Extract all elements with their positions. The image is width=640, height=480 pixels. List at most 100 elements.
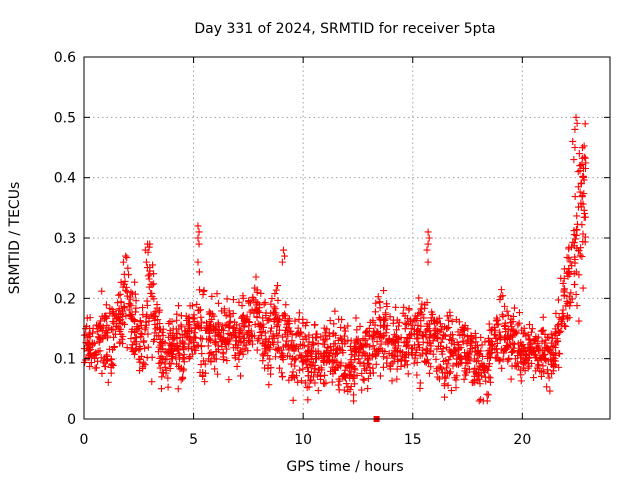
data-point-peak bbox=[574, 168, 582, 176]
data-point bbox=[298, 377, 306, 385]
y-axis-label: SRMTID / TECUs bbox=[7, 182, 23, 295]
data-point bbox=[579, 284, 587, 292]
data-point bbox=[565, 314, 573, 322]
data-point bbox=[168, 318, 176, 326]
data-point-peak bbox=[423, 246, 431, 254]
data-point bbox=[350, 352, 358, 360]
data-point bbox=[153, 301, 161, 309]
data-point bbox=[416, 308, 424, 316]
data-point bbox=[454, 361, 462, 369]
chart-title: Day 331 of 2024, SRMTID for receiver 5pt… bbox=[194, 21, 495, 37]
data-point bbox=[305, 358, 313, 366]
data-point bbox=[513, 359, 521, 367]
data-point bbox=[190, 311, 198, 319]
data-point bbox=[508, 362, 516, 370]
data-point bbox=[558, 310, 566, 318]
data-point bbox=[427, 331, 435, 339]
data-point bbox=[437, 326, 445, 334]
data-point bbox=[427, 347, 435, 355]
data-point bbox=[548, 360, 556, 368]
data-point bbox=[471, 364, 479, 372]
data-point bbox=[236, 326, 244, 334]
data-point bbox=[449, 362, 457, 370]
data-point bbox=[393, 365, 401, 373]
data-point bbox=[522, 355, 530, 363]
data-point bbox=[253, 313, 261, 321]
y-tick-label: 0.2 bbox=[54, 291, 76, 307]
data-point bbox=[288, 371, 296, 379]
data-point bbox=[354, 336, 362, 344]
data-point bbox=[339, 373, 347, 381]
data-point bbox=[267, 370, 275, 378]
data-point bbox=[445, 369, 453, 377]
data-point bbox=[197, 306, 205, 314]
data-point bbox=[395, 322, 403, 330]
data-point bbox=[374, 349, 382, 357]
data-point bbox=[188, 350, 196, 358]
data-point bbox=[274, 296, 282, 304]
data-point bbox=[351, 366, 359, 374]
data-point bbox=[416, 379, 424, 387]
data-point bbox=[525, 336, 533, 344]
data-point bbox=[331, 307, 339, 315]
data-point bbox=[455, 354, 463, 362]
data-point bbox=[509, 344, 517, 352]
data-point bbox=[141, 344, 149, 352]
data-point bbox=[207, 336, 215, 344]
data-point bbox=[504, 326, 512, 334]
data-point bbox=[482, 377, 490, 385]
data-point bbox=[287, 360, 295, 368]
data-point bbox=[344, 387, 352, 395]
data-point bbox=[578, 253, 586, 261]
data-point bbox=[156, 364, 164, 372]
data-point bbox=[223, 295, 231, 303]
data-point bbox=[337, 323, 345, 331]
data-point-peak bbox=[194, 222, 202, 230]
data-point bbox=[328, 378, 336, 386]
data-point bbox=[249, 294, 257, 302]
data-point bbox=[475, 375, 483, 383]
data-point bbox=[308, 353, 316, 361]
data-point bbox=[392, 303, 400, 311]
data-point bbox=[131, 327, 139, 335]
data-point-peak bbox=[425, 234, 433, 242]
data-point bbox=[285, 346, 293, 354]
data-point bbox=[185, 320, 193, 328]
data-point bbox=[235, 325, 243, 333]
data-point bbox=[464, 354, 472, 362]
data-point bbox=[326, 317, 334, 325]
data-point bbox=[198, 318, 206, 326]
data-point-peak bbox=[281, 252, 289, 260]
data-point bbox=[509, 331, 517, 339]
data-point bbox=[560, 275, 568, 283]
data-point bbox=[220, 334, 228, 342]
data-point bbox=[547, 330, 555, 338]
data-point bbox=[218, 326, 226, 334]
data-point bbox=[394, 347, 402, 355]
data-point bbox=[170, 340, 178, 348]
data-point bbox=[267, 300, 275, 308]
data-point bbox=[236, 349, 244, 357]
data-point bbox=[119, 319, 127, 327]
data-point bbox=[257, 289, 265, 297]
data-point bbox=[342, 380, 350, 388]
data-point bbox=[388, 359, 396, 367]
data-point bbox=[452, 384, 460, 392]
data-point bbox=[179, 375, 187, 383]
data-point bbox=[276, 316, 284, 324]
data-point bbox=[407, 318, 415, 326]
data-point bbox=[443, 343, 451, 351]
data-point-peak bbox=[571, 144, 579, 151]
data-point bbox=[206, 329, 214, 337]
data-point bbox=[119, 283, 127, 291]
data-point bbox=[188, 302, 196, 310]
data-point bbox=[255, 307, 263, 315]
data-point bbox=[284, 317, 292, 325]
data-point bbox=[164, 333, 172, 341]
data-point bbox=[97, 354, 105, 362]
data-point bbox=[384, 340, 392, 348]
data-point bbox=[262, 312, 270, 320]
data-point bbox=[368, 353, 376, 361]
data-point bbox=[517, 377, 525, 385]
data-point bbox=[144, 343, 152, 351]
